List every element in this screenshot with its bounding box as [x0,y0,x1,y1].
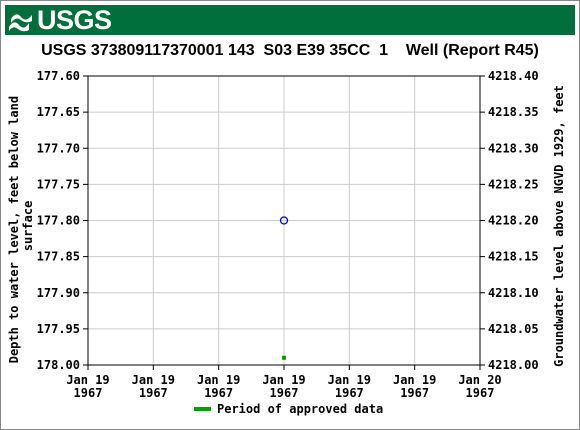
y-tick-label-right: 4218.35 [488,105,539,119]
y-tick-label-right: 4218.05 [488,322,539,336]
legend: Period of approved data [194,402,383,416]
chart-title: USGS 373809117370001 143 S03 E39 35CC 1 … [41,42,539,59]
y-tick-label-left: 177.65 [37,105,80,119]
y-tick-label-right: 4218.00 [488,358,539,372]
approved-data-mark [282,355,286,360]
x-tick-label: Jan 19 1967 [66,373,109,400]
y-tick-label-left: 177.70 [37,141,80,155]
usgs-logo-icon [9,14,32,32]
legend-swatch-approved [194,407,211,411]
x-tick-label: Jan 19 1967 [132,373,175,400]
y-tick-label-left: 177.95 [37,322,80,336]
y-tick-label-right: 4218.40 [488,69,539,83]
y-tick-label-left: 177.85 [37,250,80,264]
y-tick-label-left: 177.90 [37,286,80,300]
x-tick-label: Jan 19 1967 [197,373,240,400]
x-tick-label: Jan 19 1967 [328,373,371,400]
legend-label: Period of approved data [217,402,383,416]
data-point [279,216,289,225]
y-tick-label-left: 177.80 [37,214,80,228]
x-tick-label: Jan 20 1967 [458,373,501,400]
y-tick-label-right: 4218.30 [488,141,539,155]
y-tick-label-left: 177.75 [37,177,80,191]
y-axis-right-label: Groundwater level above NGVD 1929, feet [552,85,566,367]
y-tick-label-left: 178.00 [37,358,80,372]
y-tick-label-right: 4218.15 [488,250,539,264]
y-tick-label-right: 4218.20 [488,214,539,228]
y-tick-label-right: 4218.10 [488,286,539,300]
y-axis-left-label: Depth to water level, feet below land su… [7,89,35,364]
y-tick-label-right: 4218.25 [488,177,539,191]
y-tick-label-left: 177.60 [37,69,80,83]
x-tick-label: Jan 19 1967 [393,373,436,400]
usgs-banner: USGS [5,5,575,35]
x-tick-label: Jan 19 1967 [262,373,305,400]
usgs-logo-text: USGS [37,5,112,35]
